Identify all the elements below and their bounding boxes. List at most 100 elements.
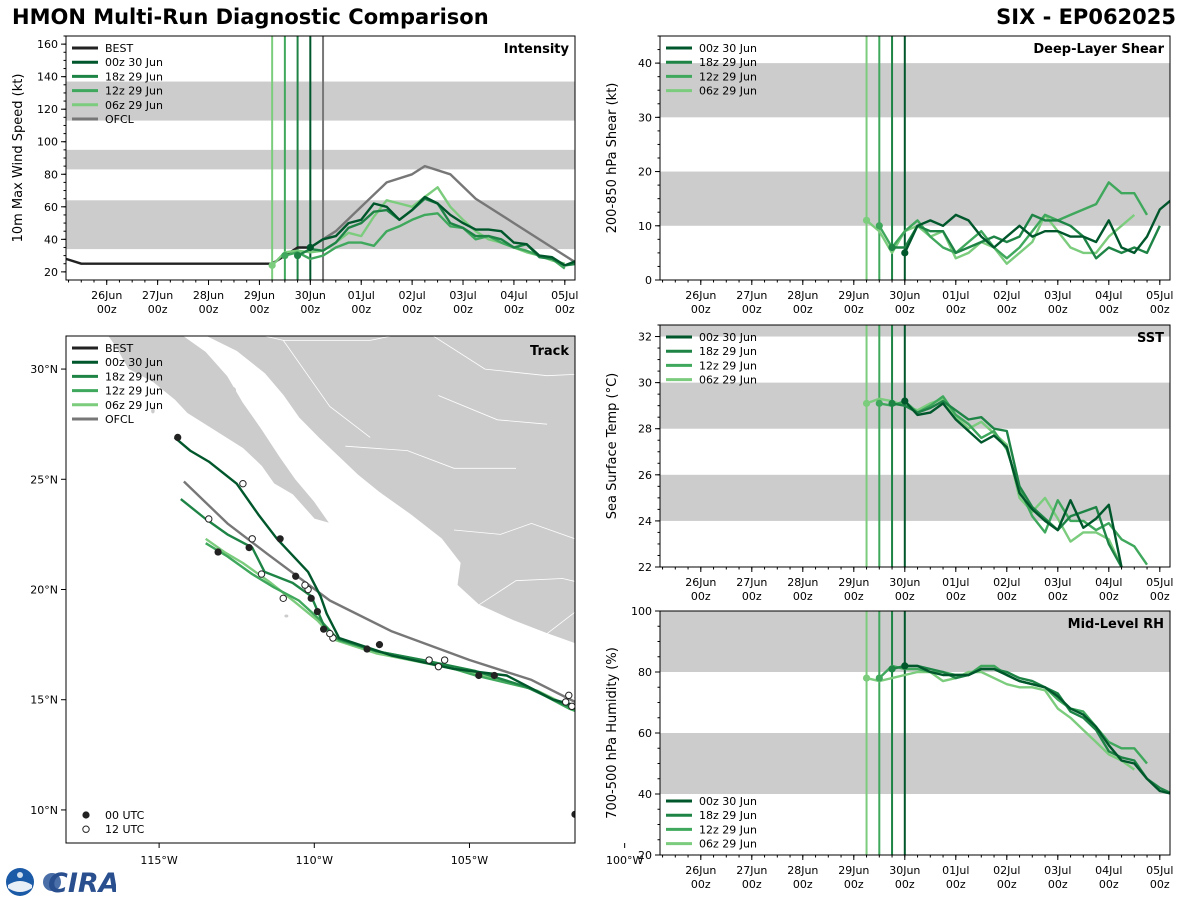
shear-legend-label: 00z 30 Jun [699, 42, 757, 55]
intensity-xtick-sublabel: 00z [453, 303, 473, 316]
intensity-ytick-label: 60 [44, 201, 58, 214]
track-xtick-label: 115°W [140, 854, 177, 867]
sst-xtick-label: 02Jul [993, 576, 1020, 589]
intensity-ytick-label: 20 [44, 266, 58, 279]
sst-xtick-sublabel: 00z [742, 590, 762, 603]
rh-init-point-00z-30-jun [901, 662, 909, 670]
track-xtick-label: 105°W [451, 854, 488, 867]
intensity-xtick-sublabel: 00z [300, 303, 320, 316]
track-start-18z-29-jun [621, 727, 628, 734]
intensity-xtick-label: 02Jul [398, 289, 425, 302]
track-ytick-label: 30°N [30, 363, 58, 376]
rh-init-point-18z-29-jun [888, 665, 896, 673]
rh-ytick-label: 20 [638, 849, 652, 862]
rh-ytick-label: 100 [631, 605, 652, 618]
intensity-xtick-label: 04Jul [500, 289, 527, 302]
marker-12utc [301, 581, 309, 589]
shear-init-point-18z-29-jun [888, 243, 896, 252]
track-legend-label: OFCL [105, 413, 135, 426]
sst-xtick-label: 29Jun [838, 576, 869, 589]
marker-12utc [621, 743, 627, 749]
track-06z-29-jun [205, 537, 575, 711]
rh-xtick-label: 02Jul [993, 864, 1020, 877]
sst-xtick-sublabel: 00z [895, 590, 915, 603]
intensity-xtick-sublabel: 00z [555, 303, 575, 316]
storm-id: SIX - EP062025 [996, 5, 1176, 29]
intensity-xtick-label: 30Jun [295, 289, 326, 302]
shear-legend-label: 06z 29 Jun [699, 85, 757, 98]
sst-series-group [862, 395, 1148, 567]
track-ytick-label: 15°N [30, 694, 58, 707]
sst-ytick-label: 28 [638, 423, 652, 436]
cira-logo: CIRA [4, 866, 120, 902]
sst-frame [659, 324, 1171, 568]
sst-xtick-label: 04Jul [1095, 576, 1122, 589]
intensity-ytick-label: 40 [44, 233, 58, 246]
island [231, 387, 237, 396]
sst-ytick-label: 26 [638, 469, 652, 482]
shear-series-group [862, 181, 1170, 265]
shear-xtick-sublabel: 00z [844, 303, 864, 316]
track-ytick-label: 10°N [30, 804, 58, 817]
marker-00utc [307, 594, 315, 602]
shear-xtick-label: 03Jul [1044, 289, 1071, 302]
intensity-xtick-label: 28Jun [193, 289, 224, 302]
intensity-series-group [66, 164, 575, 270]
marker-12utc [326, 629, 334, 638]
sst-xtick-sublabel: 00z [997, 590, 1017, 603]
globe-icon [43, 873, 61, 891]
intensity-band [66, 149, 575, 170]
sst-ytick-label: 30 [638, 377, 652, 390]
rh-xtick-sublabel: 00z [1099, 878, 1119, 891]
rh-xtick-label: 28Jun [787, 864, 818, 877]
shear-xtick-sublabel: 00z [742, 303, 762, 316]
intensity-xtick-sublabel: 00z [402, 303, 422, 316]
rh-xtick-label: 05Jul [1146, 864, 1173, 877]
shear-xtick-sublabel: 00z [1048, 303, 1068, 316]
intensity-xtick-label: 05Jul [551, 289, 578, 302]
intensity-ytick-label: 140 [37, 71, 58, 84]
rh-init-point-06z-29-jun [862, 674, 871, 682]
sst-ytick-label: 32 [638, 331, 652, 344]
intensity-xtick-label: 29Jun [244, 289, 275, 302]
track-ytick-label: 20°N [30, 584, 58, 597]
rh-xtick-label: 01Jul [942, 864, 969, 877]
intensity-init-point-00z-30-jun [306, 243, 314, 252]
track-legend-label: 06z 29 Jun [105, 399, 163, 412]
panel-sst: 22242628303226Jun00z27Jun00z28Jun00z29Ju… [605, 324, 1173, 603]
marker-00utc [245, 544, 253, 552]
marker-12utc [574, 695, 575, 700]
rh-legend-label: 00z 30 Jun [699, 795, 757, 808]
sst-init-point-06z-29-jun [862, 399, 871, 407]
shear-ylabel: 200-850 hPa Shear (kt) [605, 83, 620, 234]
intensity-xtick-label: 01Jul [348, 289, 375, 302]
marker-legend-12utc [82, 825, 90, 833]
panel-track: 115°W 110°W 105°W 100°W 10°N 15°N 20°N 25°N 30°N… [30, 335, 643, 867]
shear-xtick-sublabel: 00z [997, 303, 1017, 316]
rh-xtick-sublabel: 00z [793, 878, 813, 891]
intensity-xtick-label: 03Jul [449, 289, 476, 302]
sst-init-point-12z-29-jun [875, 399, 883, 407]
sst-init-point-00z-30-jun [901, 397, 909, 405]
intensity-xtick-sublabel: 00z [351, 303, 371, 316]
rh-xtick-sublabel: 00z [691, 878, 711, 891]
shear-xtick-sublabel: 00z [691, 303, 711, 316]
sst-ytick-label: 24 [638, 515, 652, 528]
marker-12utc [568, 702, 575, 711]
sst-band [660, 474, 1170, 521]
marker-12utc [565, 691, 573, 700]
state-border [546, 611, 575, 634]
shear-xtick-sublabel: 00z [895, 303, 915, 316]
track-legend-label: 18z 29 Jun [105, 370, 163, 383]
intensity-ytick-label: 160 [37, 38, 58, 51]
track-ytick-label: 25°N [30, 473, 58, 486]
marker-00utc [313, 607, 321, 616]
track-legend-label: 00z 30 Jun [105, 356, 163, 369]
rh-xtick-sublabel: 00z [997, 878, 1017, 891]
shear-init-point-06z-29-jun [862, 216, 871, 224]
marker-12utc [239, 479, 247, 488]
